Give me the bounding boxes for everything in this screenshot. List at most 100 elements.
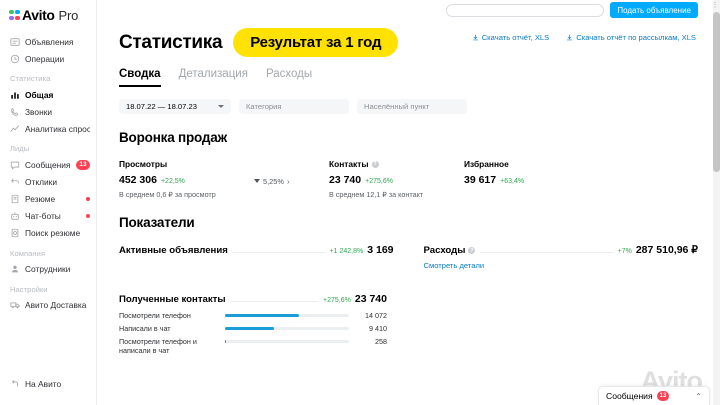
sidebar-dot-indicator [86,197,90,202]
tab-svodka[interactable]: Сводка [119,68,161,87]
funnel-favorites-change: +63,4% [500,178,525,185]
result-highlight-pill: Результат за 1 год [233,28,399,57]
chart-bar-fill [225,314,299,317]
sidebar-item-operacii[interactable]: Операции [0,50,96,67]
sales-funnel: Просмотры 452 306 +22,5% В среднем 0,6 ₽… [119,159,698,199]
metric-expenses-change: +7% [617,248,632,255]
back-arrow-icon [10,379,20,389]
sidebar-item-analitika-sprosa[interactable]: Аналитика спроса [0,120,96,137]
sidebar-item-sotrudniki[interactable]: Сотрудники [0,261,96,278]
sidebar-item-zvonki[interactable]: Звонки [0,103,96,120]
reply-icon [10,177,20,187]
scrollbar-track[interactable] [713,0,720,405]
metric-expenses-label: Расходы ? [424,245,476,256]
download-report-label: Скачать отчёт, XLS [481,33,550,42]
logo-text-avito: Avito [22,7,55,23]
sidebar-item-rezume[interactable]: Резюме [0,191,96,208]
user-icon [10,264,20,274]
funnel-contacts-value: 23 740 [329,174,362,186]
chat-widget-badge: 13 [656,391,670,401]
metric-expenses-label-text: Расходы [423,245,466,256]
category-filter[interactable]: Категория [239,99,349,114]
funnel-conversion-pill[interactable]: 5,25% › [254,177,289,186]
metric-active-ads-change: +1 242,8% [329,248,364,255]
chart-bar-value: 9 410 [369,324,387,333]
sidebar-item-obshaya[interactable]: Общая [0,86,96,103]
sidebar-dot-indicator [86,214,90,219]
sidebar: Avito Pro Объявления Операции Статистика… [0,0,97,405]
clock-icon [10,54,20,64]
metric-active-ads-value: 3 169 [367,244,394,256]
avito-pro-logo[interactable]: Avito Pro [0,6,96,31]
chevron-up-icon[interactable]: ⌃ [695,391,702,401]
metric-active-ads-label: Активные объявления [119,245,228,256]
city-filter[interactable]: Населённый пункт [357,99,467,114]
sidebar-item-na-avito[interactable]: На Авито [0,375,96,392]
sidebar-badge-messages: 13 [75,159,90,171]
received-contacts-chart: Полученные контакты +275,6% 23 740 Посмо… [119,293,387,355]
chart-bar-row: Написали в чат 9 410 [119,324,387,333]
bar-chart-icon [10,90,20,100]
sidebar-item-label: Поиск резюме [25,228,81,239]
sidebar-item-label: Сообщения [25,159,71,170]
chevron-down-icon [218,105,224,108]
sidebar-item-chat-boty[interactable]: Чат-боты [0,208,96,225]
title-row: Статистика Результат за 1 год [119,28,698,57]
chart-bar-fill [225,340,227,343]
search-doc-icon [10,228,20,238]
page-content: Статистика Результат за 1 год Сводка Дет… [97,20,720,355]
date-range-filter[interactable]: 18.07.22 — 18.07.23 [119,99,231,114]
funnel-favorites-label: Избранное [464,159,509,169]
sidebar-item-label: Резюме [25,194,56,205]
scrollbar-thumb[interactable] [713,12,720,172]
chart-rule [230,301,319,302]
funnel-views-sub: В среднем 0,6 ₽ за просмотр [119,190,216,199]
funnel-favorites-value-row: 39 617 +63,4% [464,174,594,186]
expenses-details-link[interactable]: Смотреть детали [423,261,485,270]
sidebar-item-label: На Авито [25,378,62,389]
sidebar-item-avito-dostavka[interactable]: Авито Доставка [0,297,96,314]
download-mailing-report-link[interactable]: Скачать отчёт по рассылкам, XLS [566,33,696,42]
browser-menu-icon[interactable]: ⋮ [711,2,719,9]
sidebar-item-obyavleniya[interactable]: Объявления [0,33,96,50]
funnel-contacts-change: +275,6% [365,178,393,185]
logo-text-pro: Pro [58,7,79,23]
metrics-row: Активные объявления +1 242,8% 3 169 Расх… [119,244,698,271]
download-links: Скачать отчёт, XLS Скачать отчёт по расс… [472,33,696,42]
funnel-contacts-sub: В среднем 12,1 ₽ за контакт [329,190,424,199]
chart-bar-label: Посмотрели телефон и написали в чат [119,337,197,355]
chevron-right-icon: › [286,176,290,186]
funnel-favorites: Избранное 39 617 +63,4% [464,159,594,186]
chart-bar-fill [225,327,275,330]
post-ad-button[interactable]: Подать объявление [610,2,698,18]
chart-bar-label: Написали в чат [119,324,171,333]
arrow-down-icon [254,179,260,183]
chat-widget[interactable]: Сообщения 13 ⌃ [598,386,710,405]
sidebar-item-poisk-rezume[interactable]: Поиск резюме [0,225,96,242]
tab-detalizaciya[interactable]: Детализация [178,68,248,80]
download-report-link[interactable]: Скачать отчёт, XLS [472,33,550,42]
funnel-contacts-label: Контакты ? [329,159,464,169]
filter-bar: 18.07.22 — 18.07.23 Категория Населённый… [119,99,698,114]
sidebar-item-label: Общая [25,89,54,100]
funnel-section-title: Воронка продаж [119,130,227,145]
chart-header: Полученные контакты +275,6% 23 740 [119,293,387,305]
funnel-views-value-row: 452 306 +22,5% [119,174,254,186]
funnel-conversion[interactable]: 5,25% › [254,159,329,186]
tab-rashody[interactable]: Расходы [265,68,313,80]
funnel-contacts: Контакты ? 23 740 +275,6% В среднем 12,1… [329,159,464,199]
chart-bar-row: Посмотрели телефон 14 072 [119,311,387,320]
sidebar-item-label: Операции [25,53,65,64]
sidebar-item-soobsheniya[interactable]: Сообщения 13 [0,156,96,174]
help-icon[interactable]: ? [468,247,476,254]
funnel-conversion-value: 5,25% [263,176,284,186]
sidebar-item-label: Объявления [25,36,74,47]
chat-icon [10,160,20,170]
sidebar-item-otkliki[interactable]: Отклики [0,174,96,191]
help-icon[interactable]: ? [371,160,379,168]
metric-expenses: Расходы ? +7% 287 510,96 ₽ [424,244,699,256]
chart-bar-label: Посмотрели телефон [119,311,191,320]
search-input[interactable] [446,3,605,17]
nav-group-statistics: Статистика Общая Звонки Аналитика спроса [0,69,96,137]
